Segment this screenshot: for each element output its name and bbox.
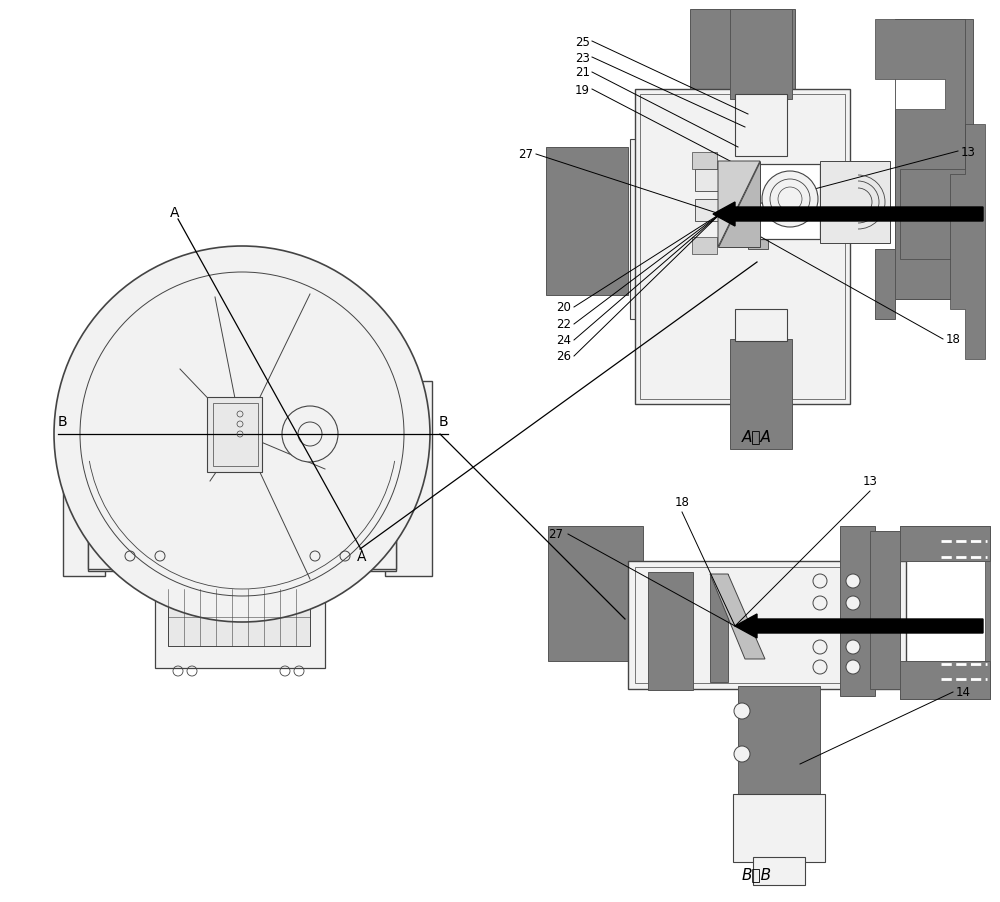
Text: A: A [170, 206, 180, 220]
Bar [635, 90, 850, 405]
Bar [385, 382, 432, 576]
FancyArrow shape [735, 614, 983, 639]
Text: 25: 25 [575, 35, 590, 49]
Bar [628, 561, 906, 689]
Circle shape [282, 407, 338, 463]
Text: 24: 24 [556, 334, 571, 347]
Bar [730, 340, 792, 449]
Circle shape [813, 575, 827, 588]
Bar [546, 148, 628, 296]
Text: 19: 19 [575, 83, 590, 97]
Bar [820, 161, 890, 244]
Text: A－A: A－A [742, 429, 772, 444]
Bar [635, 567, 899, 683]
Polygon shape [718, 161, 760, 248]
Circle shape [762, 171, 818, 227]
Bar [213, 403, 258, 466]
Polygon shape [718, 161, 760, 248]
Circle shape [846, 596, 860, 611]
Polygon shape [950, 124, 985, 360]
Bar [695, 199, 738, 222]
Bar [733, 794, 825, 862]
Bar [88, 360, 396, 569]
Circle shape [846, 575, 860, 588]
Text: 13: 13 [863, 474, 877, 487]
Bar [155, 566, 325, 668]
Bar [648, 573, 693, 690]
Text: B: B [438, 415, 448, 428]
Text: 13: 13 [961, 145, 976, 159]
Bar [548, 527, 643, 661]
Bar [630, 140, 660, 319]
Bar [695, 170, 738, 192]
Text: A: A [357, 549, 367, 564]
Bar [895, 80, 945, 110]
Bar [730, 10, 792, 100]
Polygon shape [875, 20, 965, 299]
Bar [840, 527, 875, 696]
Bar [748, 230, 768, 250]
Text: 27: 27 [548, 528, 563, 541]
Bar [692, 152, 717, 170]
Bar [640, 589, 662, 607]
Bar [640, 95, 845, 400]
Circle shape [813, 660, 827, 675]
Text: 23: 23 [575, 51, 590, 64]
Bar [710, 575, 728, 682]
Text: 27: 27 [518, 148, 533, 161]
Bar [640, 579, 650, 614]
Circle shape [846, 660, 860, 675]
Bar [63, 382, 105, 576]
Bar [875, 250, 895, 319]
Polygon shape [710, 575, 765, 659]
Bar [738, 165, 820, 240]
Bar [207, 398, 262, 473]
Bar [735, 309, 787, 342]
Bar [692, 238, 717, 254]
Text: 22: 22 [556, 318, 571, 331]
Bar [900, 170, 973, 260]
Bar [900, 527, 990, 561]
Text: B: B [57, 415, 67, 428]
Bar [690, 10, 795, 128]
Text: 26: 26 [556, 350, 571, 364]
Bar [895, 20, 973, 299]
Text: 18: 18 [675, 495, 689, 509]
Text: 20: 20 [556, 301, 571, 314]
Bar [735, 95, 787, 157]
Text: B－B: B－B [742, 867, 772, 881]
FancyArrow shape [713, 203, 983, 226]
Text: 21: 21 [575, 67, 590, 79]
Circle shape [734, 704, 750, 719]
Text: 14: 14 [956, 686, 971, 699]
Bar [900, 661, 990, 699]
Circle shape [813, 640, 827, 654]
Bar [753, 857, 805, 885]
Bar [168, 589, 310, 647]
Bar [88, 539, 396, 571]
Circle shape [846, 640, 860, 654]
Circle shape [54, 247, 430, 622]
Circle shape [734, 746, 750, 762]
Circle shape [813, 596, 827, 611]
Bar [870, 531, 900, 689]
Polygon shape [900, 527, 990, 699]
Text: 18: 18 [946, 333, 961, 346]
Bar [738, 686, 820, 826]
